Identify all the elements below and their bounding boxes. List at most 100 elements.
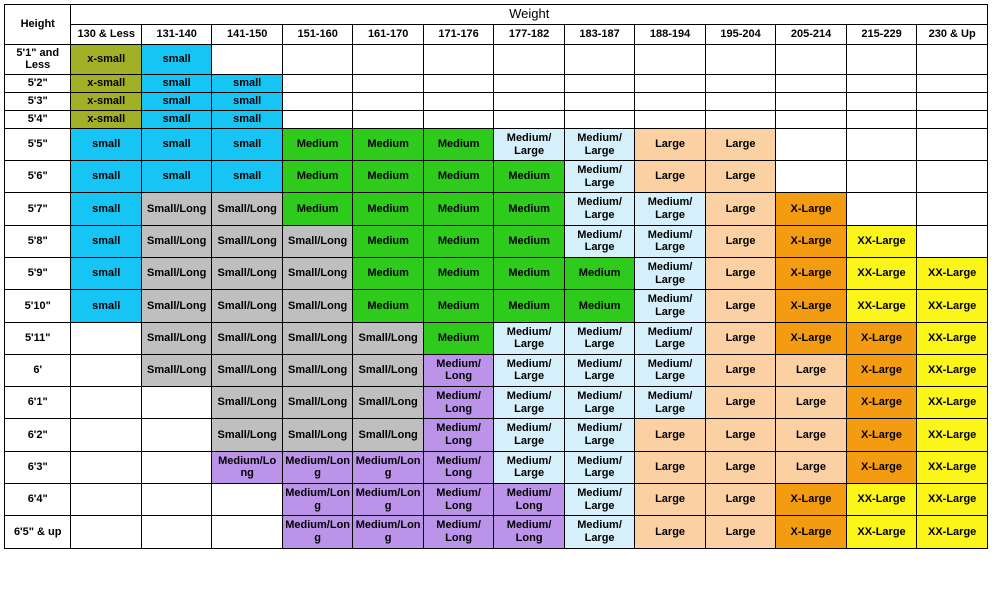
size-cell: Large [635,516,705,548]
size-cell [353,110,423,128]
size-cell: Medium/Long [353,483,423,515]
size-cell: Medium [494,193,564,225]
weight-col-header: 141-150 [212,24,282,44]
weight-columns-row: 130 & Less131-140141-150151-160161-17017… [5,24,988,44]
size-cell [635,74,705,92]
table-row: 6'2"Small/LongSmall/LongSmall/LongMedium… [5,419,988,451]
size-cell [141,483,211,515]
size-cell: Medium/ Large [564,161,634,193]
size-cell: Medium/Long [282,483,352,515]
size-cell [494,92,564,110]
size-cell [282,92,352,110]
size-cell: XX-Large [917,419,988,451]
size-cell [141,419,211,451]
table-header: Height Weight 130 & Less131-140141-15015… [5,5,988,45]
size-cell [776,92,846,110]
size-cell: Medium/ Long [423,483,493,515]
size-cell: Large [705,322,775,354]
size-cell: small [212,128,282,160]
size-cell: Small/Long [282,354,352,386]
size-cell [776,161,846,193]
size-cell [846,74,916,92]
size-cell: Medium/Lo ng [212,451,282,483]
size-cell [71,451,141,483]
size-cell: Small/Long [282,419,352,451]
size-cell: Large [776,354,846,386]
size-cell [705,92,775,110]
size-cell: Medium/ Large [494,128,564,160]
size-cell: Large [776,451,846,483]
weight-col-header: 161-170 [353,24,423,44]
size-cell: XX-Large [917,354,988,386]
size-cell: Large [705,193,775,225]
size-cell [71,516,141,548]
height-label: 5'4" [5,110,71,128]
size-cell: Large [705,354,775,386]
size-cell [423,110,493,128]
size-cell: XX-Large [917,451,988,483]
size-cell [71,483,141,515]
size-cell: Medium/ Long [423,354,493,386]
weight-col-header: 131-140 [141,24,211,44]
size-cell: X-Large [846,419,916,451]
size-cell: Medium [494,161,564,193]
size-cell: Medium/Long [282,451,352,483]
size-cell [917,44,988,74]
size-cell: Small/Long [212,322,282,354]
size-cell: Medium/ Large [635,322,705,354]
size-cell [776,44,846,74]
weight-col-header: 188-194 [635,24,705,44]
size-cell: XX-Large [846,257,916,289]
size-cell: Medium/ Long [423,387,493,419]
size-cell: Small/Long [212,387,282,419]
size-cell: XX-Large [917,257,988,289]
size-cell: small [71,193,141,225]
size-cell [212,483,282,515]
size-cell: Medium/ Large [564,322,634,354]
table-row: 5'3"x-smallsmallsmall [5,92,988,110]
table-row: 6'4"Medium/LongMedium/LongMedium/ LongMe… [5,483,988,515]
size-cell [917,225,988,257]
size-cell: Medium/ Large [494,451,564,483]
size-cell: Large [635,451,705,483]
size-cell [917,92,988,110]
size-cell [635,44,705,74]
table-body: 5'1" and Lessx-smallsmall5'2"x-smallsmal… [5,44,988,548]
size-cell: small [71,161,141,193]
table-row: 6'1"Small/LongSmall/LongSmall/LongMedium… [5,387,988,419]
size-cell: Medium [423,257,493,289]
size-cell: X-Large [846,387,916,419]
size-cell: Small/Long [282,225,352,257]
size-cell [776,74,846,92]
size-cell: X-Large [776,193,846,225]
size-cell [423,74,493,92]
size-cell: Small/Long [141,257,211,289]
size-cell: Medium [353,193,423,225]
size-cell: X-Large [846,451,916,483]
size-cell [917,161,988,193]
size-cell: Large [635,161,705,193]
table-row: 5'2"x-smallsmallsmall [5,74,988,92]
size-cell: Medium [282,161,352,193]
size-cell: Small/Long [212,290,282,322]
height-label: 5'10" [5,290,71,322]
size-cell: Large [705,257,775,289]
size-cell: Small/Long [282,387,352,419]
size-cell: small [71,128,141,160]
size-cell: Medium/ Large [635,290,705,322]
size-cell [846,193,916,225]
size-cell: Medium/ Large [494,322,564,354]
size-cell [917,193,988,225]
size-cell: Medium [423,161,493,193]
size-cell: X-Large [776,290,846,322]
size-cell: Large [705,128,775,160]
size-cell: XX-Large [917,387,988,419]
size-cell: Medium/ Large [635,354,705,386]
height-label: 5'2" [5,74,71,92]
size-cell: Medium/ Large [494,419,564,451]
size-cell: Large [705,225,775,257]
size-cell: x-small [71,44,141,74]
size-cell: Large [776,419,846,451]
size-cell [917,74,988,92]
size-cell [635,110,705,128]
